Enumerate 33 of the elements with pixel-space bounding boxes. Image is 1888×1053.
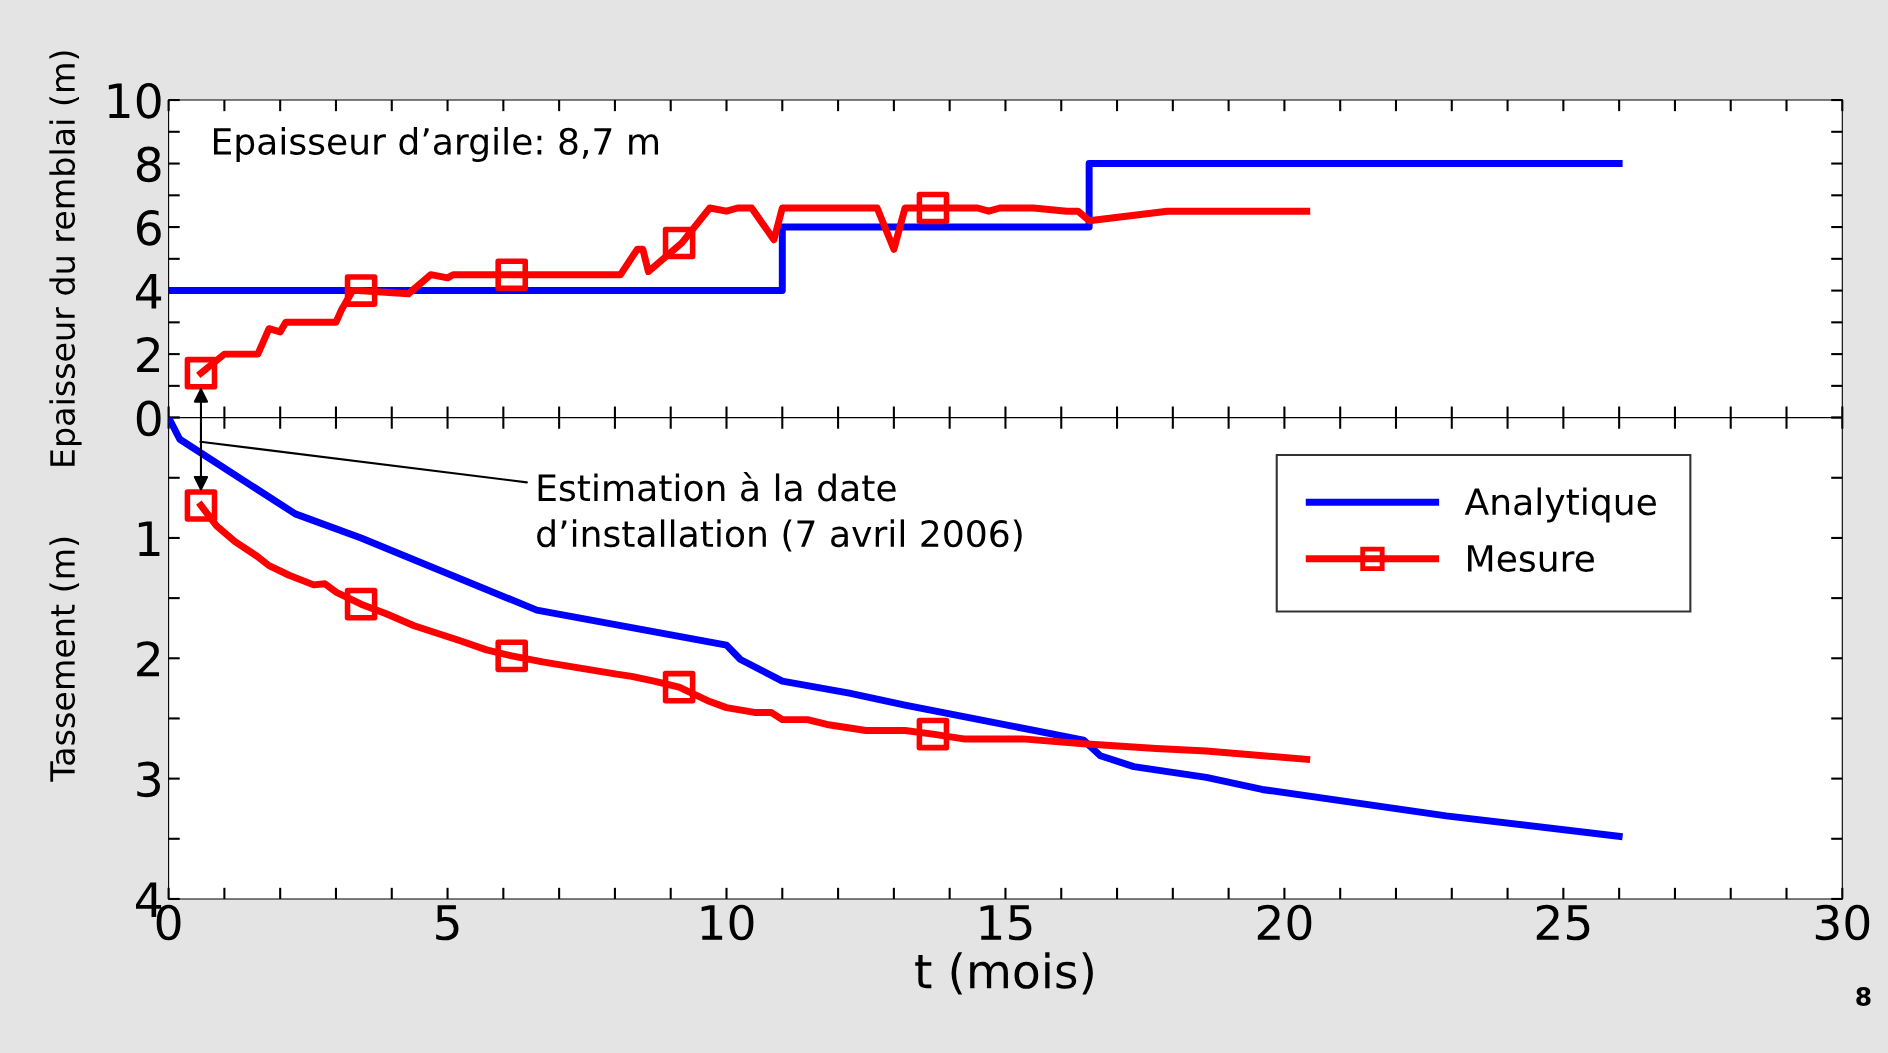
y-tick-label: 3 xyxy=(137,761,160,798)
y-tick-label: 1 xyxy=(138,521,160,556)
y-tick-label: 2 xyxy=(137,337,160,373)
text: 8 xyxy=(1856,987,1871,1006)
y-axis-title: Tassement (m) xyxy=(49,537,80,782)
point xyxy=(344,274,378,307)
point xyxy=(916,191,950,225)
y-tick-label: 6 xyxy=(136,209,161,246)
point xyxy=(662,670,696,704)
point xyxy=(184,356,218,390)
y-tick-label: 10 xyxy=(108,82,161,119)
point xyxy=(344,587,378,621)
x-tick-label: 20 xyxy=(1257,904,1312,941)
annotation: Epaisseur d’argile: 8,7 m xyxy=(213,127,659,162)
x-tick-label: 15 xyxy=(980,905,1032,941)
point xyxy=(184,489,218,522)
x-axis-title: t (mois) xyxy=(915,952,1093,995)
y-tick-label: 8 xyxy=(136,146,161,183)
point xyxy=(495,639,529,673)
point xyxy=(662,226,696,260)
x-tick-label: 10 xyxy=(701,904,754,941)
point xyxy=(495,258,529,292)
x-tick-label: 30 xyxy=(1815,904,1870,941)
point xyxy=(916,717,950,751)
y-tick-label: 2 xyxy=(137,641,160,677)
legend-label: Mesure xyxy=(1468,545,1594,572)
y-tick-label: 0 xyxy=(136,400,161,437)
x-tick-label: 5 xyxy=(436,905,459,941)
x-tick-label: 25 xyxy=(1536,904,1590,941)
y-axis-title: Epaisseur du remblai (m) xyxy=(49,51,82,466)
annotation: Estimation à la date d’installation (7 avril 2006) xyxy=(537,472,1022,552)
y-tick-label: 4 xyxy=(136,274,162,309)
legend-label: Analytique xyxy=(1464,487,1656,523)
